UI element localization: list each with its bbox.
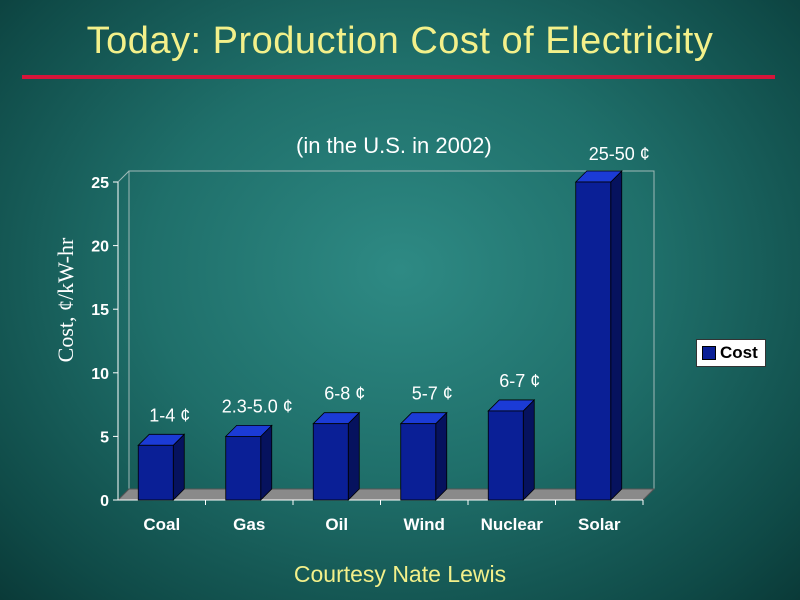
chart-legend: Cost xyxy=(696,339,766,367)
legend-label: Cost xyxy=(720,343,758,362)
data-label: 1-4 ¢ xyxy=(149,405,190,425)
bar xyxy=(312,423,349,501)
bar-side xyxy=(347,411,360,501)
x-tick-label: Gas xyxy=(233,515,265,534)
bar-side xyxy=(435,411,448,501)
chart-floor xyxy=(116,488,656,501)
y-tick-label: 5 xyxy=(100,429,109,446)
bar-side xyxy=(260,424,273,501)
data-label: 2.3-5.0 ¢ xyxy=(222,396,293,416)
x-tick-label: Nuclear xyxy=(481,515,544,534)
bar xyxy=(225,435,262,501)
y-tick-label: 20 xyxy=(91,239,109,256)
data-label: 25-50 ¢ xyxy=(589,144,650,164)
bar xyxy=(487,410,524,501)
x-tick-label: Oil xyxy=(325,515,348,534)
bar-side xyxy=(522,398,535,501)
x-tick-label: Wind xyxy=(404,515,445,534)
data-label: 5-7 ¢ xyxy=(412,384,453,404)
slide-title: Today: Production Cost of Electricity xyxy=(86,20,714,62)
bar xyxy=(575,181,612,501)
x-tick-label: Coal xyxy=(143,515,180,534)
y-tick-label: 25 xyxy=(91,175,109,192)
bar xyxy=(400,423,437,501)
data-label: 6-7 ¢ xyxy=(499,371,540,391)
legend-swatch xyxy=(702,346,716,360)
chart-wall-edge xyxy=(117,170,130,183)
y-tick-label: 10 xyxy=(91,366,109,383)
y-tick-label: 0 xyxy=(100,493,109,510)
y-tick-label: 15 xyxy=(91,302,109,319)
title-underline xyxy=(22,75,775,79)
chart-back-wall xyxy=(128,170,655,490)
chart-title: (in the U.S. in 2002) xyxy=(296,133,492,158)
x-tick-label: Solar xyxy=(578,515,621,534)
credit-text: Courtesy Nate Lewis xyxy=(293,561,507,587)
data-label: 6-8 ¢ xyxy=(324,384,365,404)
bar-side xyxy=(610,170,623,501)
bar xyxy=(137,444,174,501)
